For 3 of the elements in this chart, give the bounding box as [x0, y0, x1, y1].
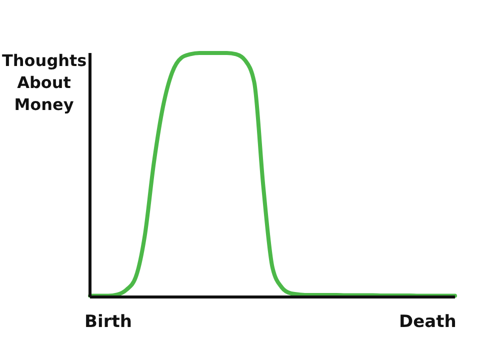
x-tick-label: Birth [84, 312, 132, 332]
y-axis-title: Thoughts About Money [2, 50, 87, 116]
x-tick-label: Death [398, 312, 456, 332]
